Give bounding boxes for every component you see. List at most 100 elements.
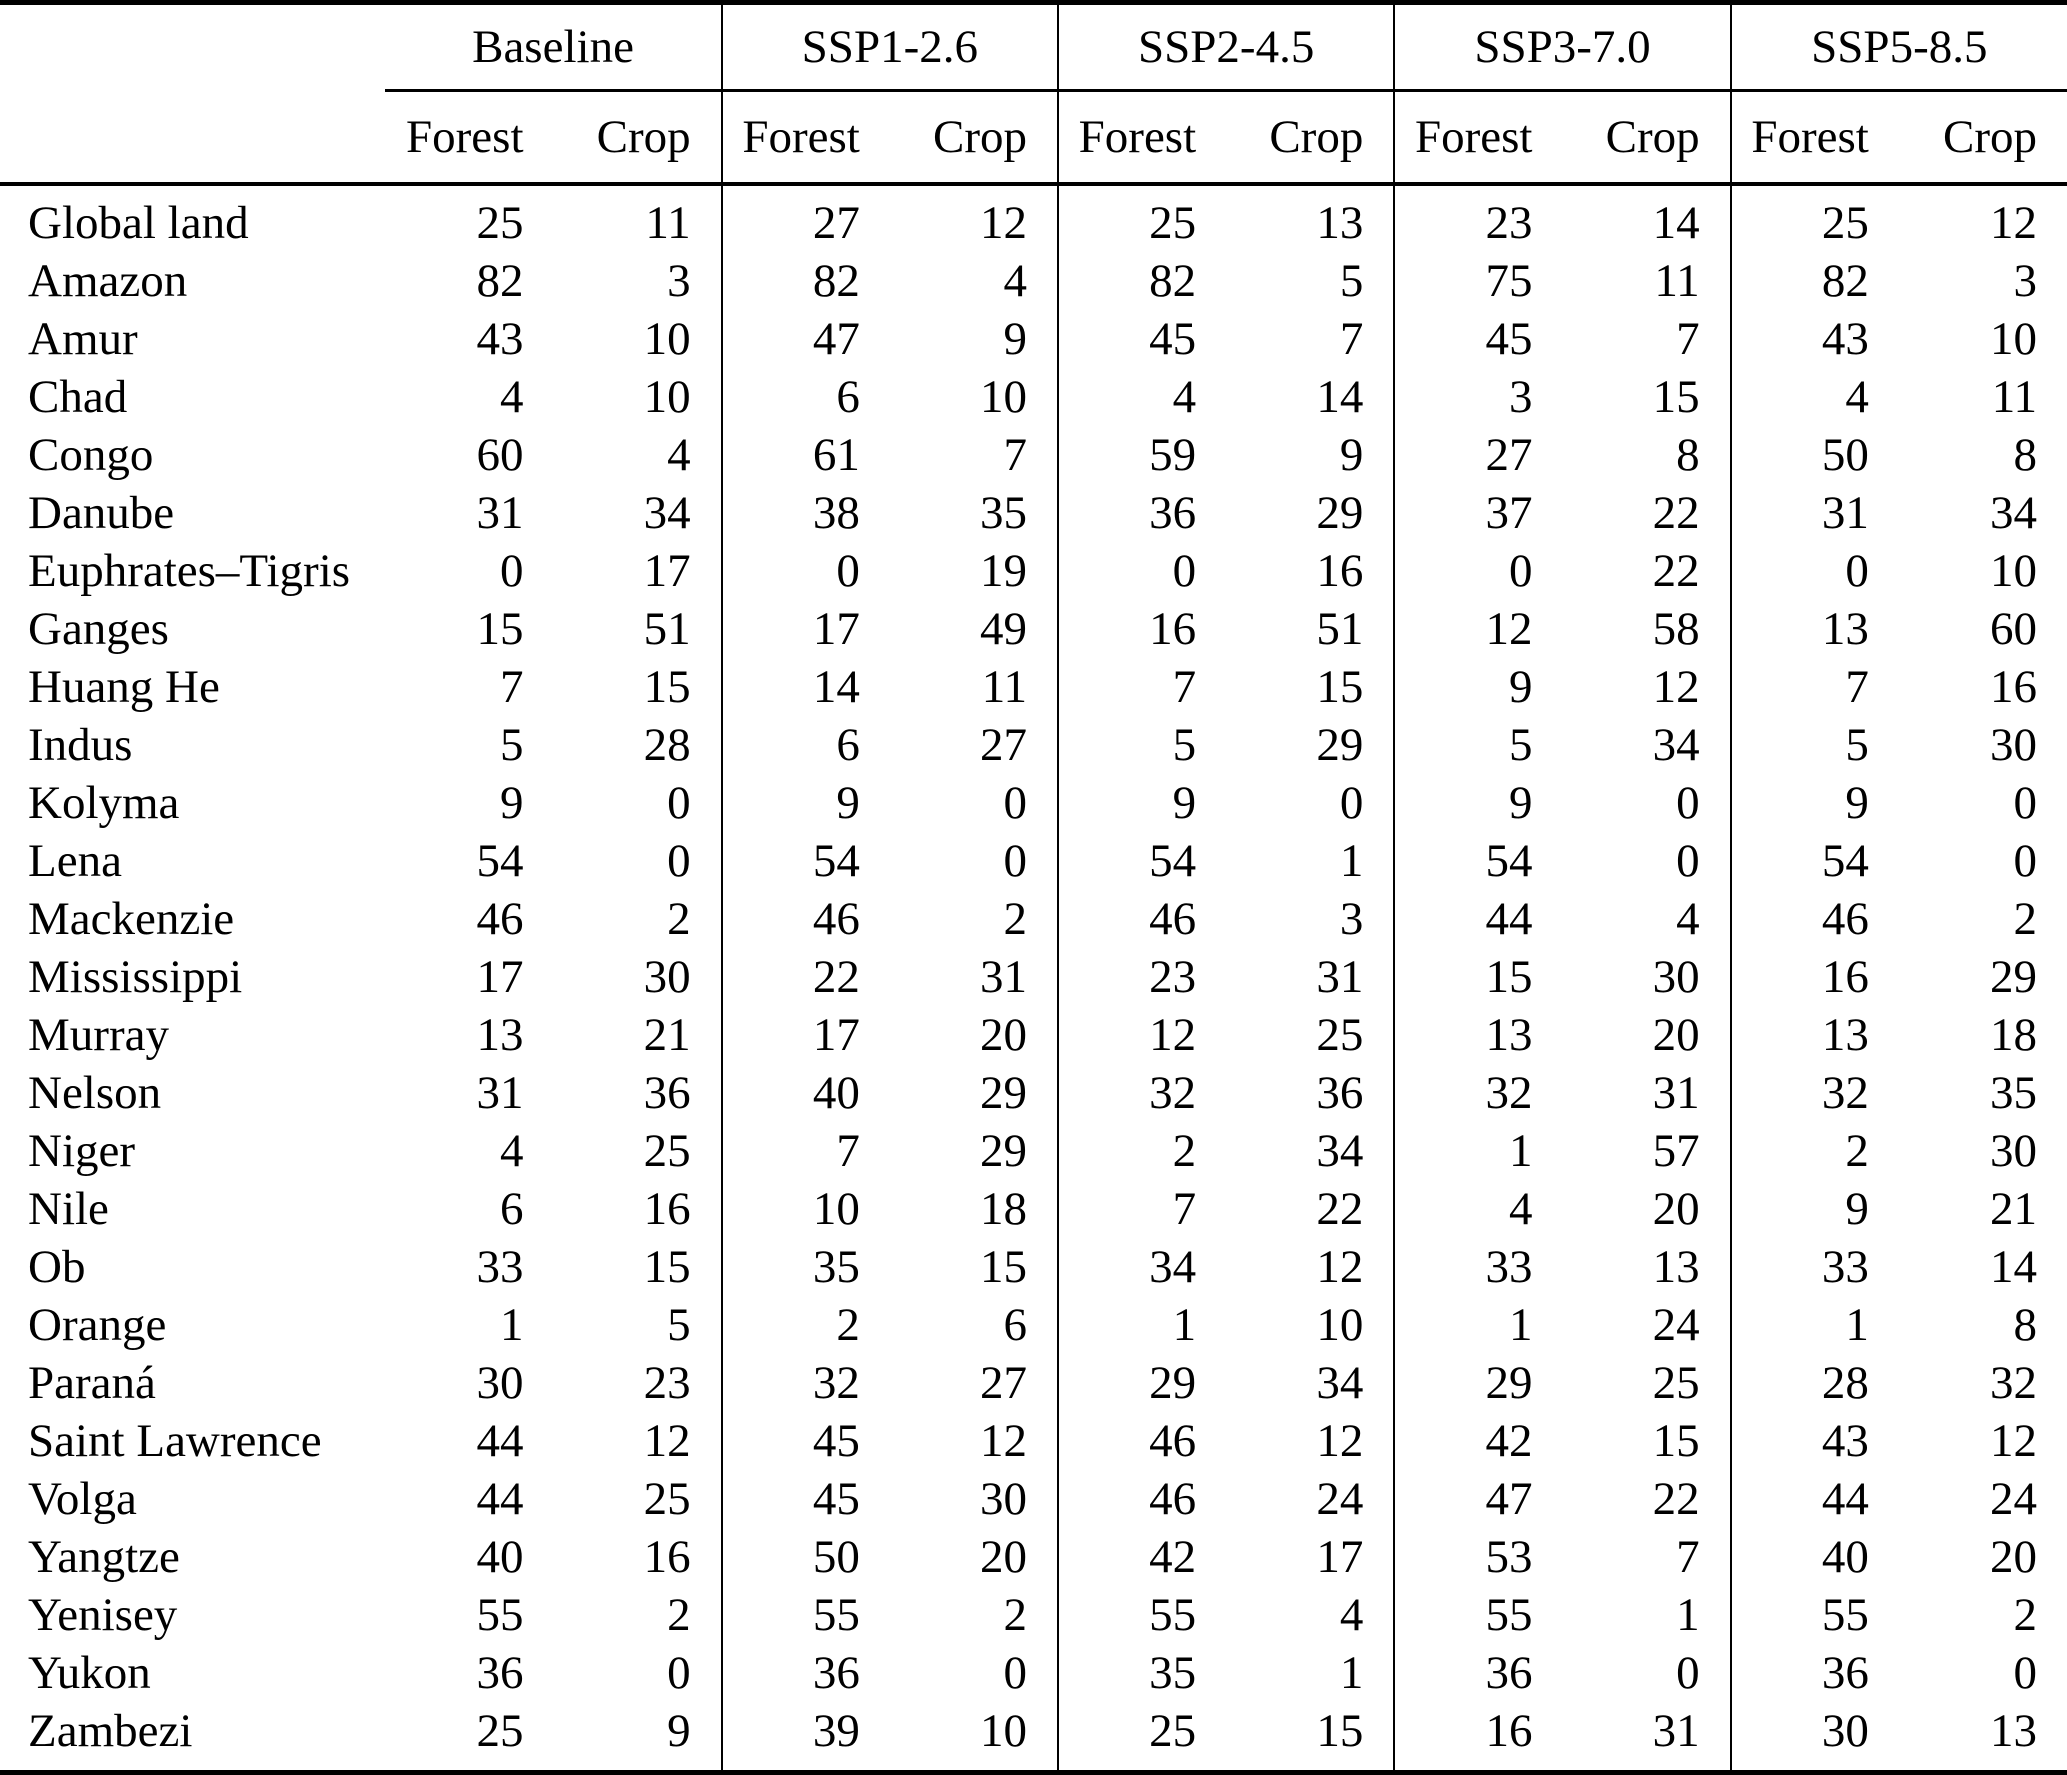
value-cell: 12 bbox=[1316, 1414, 1364, 1467]
basin-name: Nile bbox=[28, 1182, 109, 1235]
value-cell: 15 bbox=[1652, 370, 1700, 423]
value-cell: 22 bbox=[720, 948, 890, 1006]
value-cell: 2 bbox=[2013, 1588, 2038, 1641]
value-cell: 29 bbox=[1990, 950, 2037, 1003]
value-cell: 2 bbox=[1056, 1122, 1227, 1180]
corner-cell bbox=[0, 3, 385, 91]
table-row: Global land 25 11 27 12 25 13 23 14 25 12 bbox=[0, 184, 2067, 252]
value-cell: 2 bbox=[1729, 1122, 1899, 1180]
value-cell: 12 bbox=[1990, 196, 2037, 249]
value-cell: 10 bbox=[980, 1704, 1027, 1757]
value-cell: 28 bbox=[1729, 1354, 1899, 1412]
value-cell: 15 bbox=[643, 660, 691, 713]
value-cell: 9 bbox=[1339, 428, 1364, 481]
value-cell: 34 bbox=[1056, 1238, 1227, 1296]
value-cell: 3 bbox=[667, 254, 691, 307]
value-cell: 20 bbox=[1990, 1530, 2037, 1583]
basin-name: Chad bbox=[28, 370, 128, 423]
value-cell: 2 bbox=[2013, 892, 2038, 945]
value-cell: 34 bbox=[643, 486, 691, 539]
value-cell: 24 bbox=[1316, 1472, 1364, 1525]
value-cell: 7 bbox=[1729, 658, 1899, 716]
value-cell: 23 bbox=[1056, 948, 1227, 1006]
value-cell: 31 bbox=[980, 950, 1027, 1003]
value-cell: 10 bbox=[1990, 312, 2037, 365]
value-cell: 4 bbox=[1003, 254, 1028, 307]
value-cell: 9 bbox=[720, 774, 890, 832]
value-cell: 29 bbox=[1316, 486, 1364, 539]
value-cell: 0 bbox=[1676, 1646, 1700, 1699]
crop-column-header: Crop bbox=[1226, 90, 1395, 186]
value-cell: 12 bbox=[1393, 600, 1563, 658]
value-cell: 30 bbox=[1729, 1702, 1899, 1773]
value-cell: 60 bbox=[1990, 602, 2037, 655]
value-cell: 2 bbox=[667, 1588, 691, 1641]
value-cell: 15 bbox=[1652, 1414, 1700, 1467]
value-cell: 45 bbox=[1056, 310, 1227, 368]
value-cell: 10 bbox=[643, 370, 691, 423]
value-cell: 4 bbox=[1056, 368, 1227, 426]
value-cell: 60 bbox=[476, 428, 524, 481]
value-cell: 57 bbox=[1652, 1124, 1700, 1177]
basin-name: Yukon bbox=[28, 1646, 151, 1699]
basin-name: Indus bbox=[28, 718, 133, 771]
value-cell: 0 bbox=[1676, 834, 1700, 887]
value-cell: 4 bbox=[667, 428, 691, 481]
value-cell: 13 bbox=[1729, 600, 1899, 658]
basin-name: Zambezi bbox=[28, 1704, 193, 1757]
value-cell: 15 bbox=[1316, 1704, 1364, 1757]
value-cell: 2 bbox=[1003, 892, 1028, 945]
value-cell: 2 bbox=[720, 1296, 890, 1354]
value-cell: 0 bbox=[1056, 542, 1227, 600]
value-cell: 1 bbox=[1339, 1646, 1364, 1699]
value-cell: 13 bbox=[1393, 1006, 1563, 1064]
value-cell: 20 bbox=[980, 1530, 1027, 1583]
basin-name: Ob bbox=[28, 1240, 86, 1293]
table-row: Mississippi 17 30 22 31 23 31 15 30 16 29 bbox=[0, 948, 2067, 1006]
value-cell: 42 bbox=[1056, 1528, 1227, 1586]
value-cell: 47 bbox=[1393, 1470, 1563, 1528]
value-cell: 17 bbox=[720, 1006, 890, 1064]
crop-column-header: Crop bbox=[1898, 90, 2067, 186]
group-header-ssp5: SSP5-8.5 bbox=[1729, 2, 2067, 92]
table-row: Huang He 7 15 14 11 7 15 9 12 7 16 bbox=[0, 658, 2067, 716]
basin-name: Danube bbox=[28, 486, 175, 539]
value-cell: 4 bbox=[1729, 368, 1899, 426]
value-cell: 47 bbox=[720, 310, 890, 368]
value-cell: 36 bbox=[1316, 1066, 1364, 1119]
basin-name: Amur bbox=[28, 312, 138, 365]
value-cell: 7 bbox=[1056, 658, 1227, 716]
value-cell: 22 bbox=[1652, 544, 1700, 597]
value-cell: 9 bbox=[1729, 1180, 1899, 1238]
group-header-ssp1: SSP1-2.6 bbox=[720, 2, 1058, 92]
value-cell: 24 bbox=[1990, 1472, 2037, 1525]
table-row: Nile 6 16 10 18 7 22 4 20 9 21 bbox=[0, 1180, 2067, 1238]
value-cell: 7 bbox=[720, 1122, 890, 1180]
basin-name: Murray bbox=[28, 1008, 169, 1061]
value-cell: 49 bbox=[980, 602, 1027, 655]
table-row: Kolyma 9 0 9 0 9 0 9 0 9 0 bbox=[0, 774, 2067, 832]
value-cell: 14 bbox=[1316, 370, 1364, 423]
value-cell: 44 bbox=[1393, 890, 1563, 948]
value-cell: 34 bbox=[1652, 718, 1700, 771]
table-row: Amazon 82 3 82 4 82 5 75 11 82 3 bbox=[0, 252, 2067, 310]
value-cell: 0 bbox=[667, 1646, 691, 1699]
value-cell: 32 bbox=[1056, 1064, 1227, 1122]
value-cell: 29 bbox=[1393, 1354, 1563, 1412]
corner-cell bbox=[0, 90, 386, 186]
value-cell: 13 bbox=[1729, 1006, 1899, 1064]
value-cell: 25 bbox=[1056, 184, 1227, 252]
value-cell: 14 bbox=[1990, 1240, 2037, 1293]
value-cell: 1 bbox=[1393, 1122, 1563, 1180]
value-cell: 10 bbox=[1990, 544, 2037, 597]
value-cell: 7 bbox=[1676, 1530, 1700, 1583]
basin-name: Congo bbox=[28, 428, 154, 481]
value-cell: 5 bbox=[1393, 716, 1563, 774]
value-cell: 16 bbox=[643, 1530, 691, 1583]
table-row: Yenisey 55 2 55 2 55 4 55 1 55 2 bbox=[0, 1586, 2067, 1644]
value-cell: 82 bbox=[1056, 252, 1227, 310]
value-cell: 53 bbox=[1393, 1528, 1563, 1586]
value-cell: 25 bbox=[1316, 1008, 1364, 1061]
value-cell: 32 bbox=[1393, 1064, 1563, 1122]
